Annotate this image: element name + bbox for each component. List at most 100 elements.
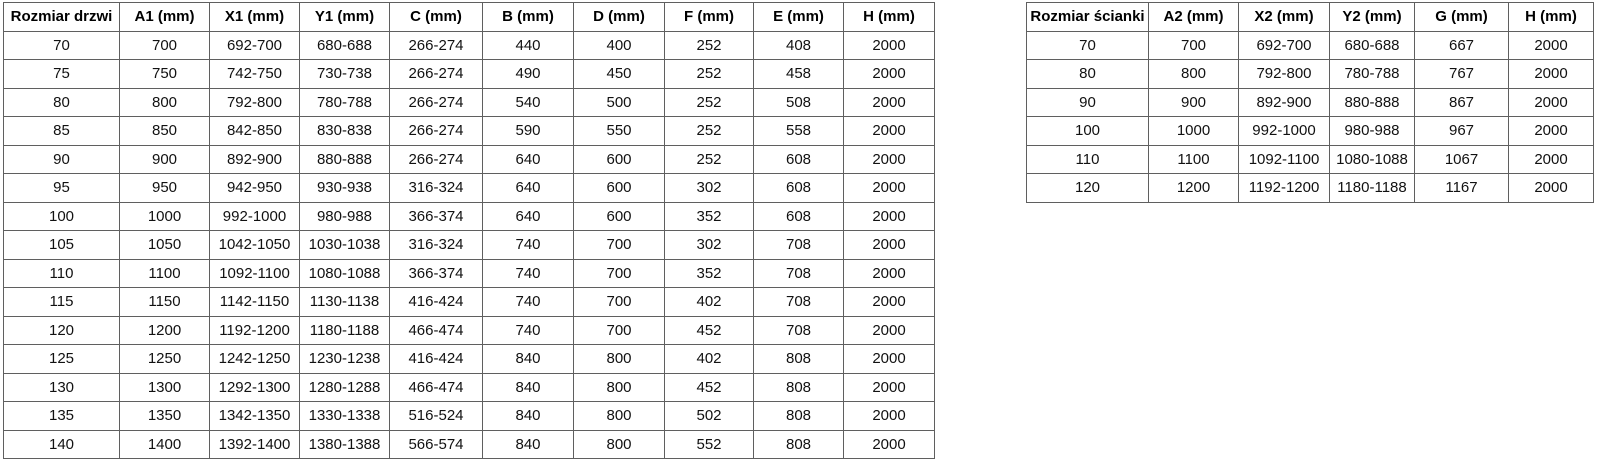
table-cell: 808 bbox=[753, 401, 844, 431]
table-cell: 140 bbox=[3, 429, 120, 459]
table-cell: 640 bbox=[482, 173, 574, 203]
table-cell: 840 bbox=[482, 429, 574, 459]
table-cell: 252 bbox=[664, 144, 754, 174]
table-cell: 850 bbox=[119, 116, 210, 146]
table-cell: 352 bbox=[664, 201, 754, 231]
table-cell: 1392-1400 bbox=[209, 429, 300, 459]
column-header: A2 (mm) bbox=[1148, 2, 1239, 32]
table-cell: 600 bbox=[573, 144, 665, 174]
table-cell: 130 bbox=[3, 372, 120, 402]
table-cell: 708 bbox=[753, 230, 844, 260]
table-cell: 808 bbox=[753, 344, 844, 374]
table-cell: 1167 bbox=[1414, 173, 1509, 203]
table-cell: 1280-1288 bbox=[299, 372, 390, 402]
table-cell: 302 bbox=[664, 173, 754, 203]
table-cell: 708 bbox=[753, 287, 844, 317]
column-header: E (mm) bbox=[753, 2, 844, 32]
table-cell: 540 bbox=[482, 87, 574, 117]
column-header: C (mm) bbox=[389, 2, 483, 32]
table-cell: 2000 bbox=[843, 59, 935, 89]
header-row: Rozmiar drzwi A1 (mm) X1 (mm) Y1 (mm) C (mm)… bbox=[3, 2, 935, 32]
table-cell: 1342-1350 bbox=[209, 401, 300, 431]
table-cell: 800 bbox=[119, 87, 210, 117]
table-cell: 1100 bbox=[119, 258, 210, 288]
table-cell: 700 bbox=[573, 315, 665, 345]
table-cell: 700 bbox=[119, 30, 210, 60]
column-header: B (mm) bbox=[482, 2, 574, 32]
table-cell: 692-700 bbox=[1238, 30, 1330, 60]
table-row: 80 800 792-800 780-788 266-274 540 500 252 508 20… bbox=[3, 87, 935, 117]
table-cell: 566-574 bbox=[389, 429, 483, 459]
table-cell: 742-750 bbox=[209, 59, 300, 89]
table-cell: 942-950 bbox=[209, 173, 300, 203]
table-cell: 402 bbox=[664, 344, 754, 374]
table-cell: 808 bbox=[753, 372, 844, 402]
table-cell: 1230-1238 bbox=[299, 344, 390, 374]
table-cell: 90 bbox=[1026, 87, 1149, 117]
table-cell: 95 bbox=[3, 173, 120, 203]
table-cell: 1000 bbox=[119, 201, 210, 231]
table-cell: 440 bbox=[482, 30, 574, 60]
table-cell: 700 bbox=[573, 287, 665, 317]
table-cell: 1000 bbox=[1148, 116, 1239, 146]
table-cell: 880-888 bbox=[299, 144, 390, 174]
table-cell: 892-900 bbox=[209, 144, 300, 174]
table-cell: 730-738 bbox=[299, 59, 390, 89]
table-cell: 880-888 bbox=[1329, 87, 1415, 117]
table-cell: 458 bbox=[753, 59, 844, 89]
table-cell: 708 bbox=[753, 258, 844, 288]
table-cell: 75 bbox=[3, 59, 120, 89]
table-cell: 900 bbox=[119, 144, 210, 174]
table-cell: 450 bbox=[573, 59, 665, 89]
table-cell: 800 bbox=[1148, 59, 1239, 89]
table-cell: 2000 bbox=[1508, 30, 1594, 60]
wall-sizes-table: Rozmiar ścianki A2 (mm) X2 (mm) Y2 (mm) G (m… bbox=[1026, 2, 1594, 203]
table-row: 90 900 892-900 880-888 266-274 640 600 252 608 20… bbox=[3, 144, 935, 174]
table-cell: 266-274 bbox=[389, 144, 483, 174]
table-cell: 252 bbox=[664, 59, 754, 89]
table-cell: 2000 bbox=[843, 230, 935, 260]
table-cell: 750 bbox=[119, 59, 210, 89]
table-cell: 2000 bbox=[843, 87, 935, 117]
table-cell: 135 bbox=[3, 401, 120, 431]
table-cell: 1100 bbox=[1148, 144, 1239, 174]
table-cell: 452 bbox=[664, 372, 754, 402]
table-cell: 552 bbox=[664, 429, 754, 459]
table-cell: 842-850 bbox=[209, 116, 300, 146]
column-header: Y1 (mm) bbox=[299, 2, 390, 32]
table-cell: 800 bbox=[573, 372, 665, 402]
table-cell: 800 bbox=[573, 344, 665, 374]
table-cell: 302 bbox=[664, 230, 754, 260]
table-row: 90 900 892-900 880-888 867 2000 bbox=[1026, 87, 1594, 117]
table-cell: 2000 bbox=[1508, 59, 1594, 89]
table-row: 135 1350 1342-1350 1330-1338 516-524 840 800 50… bbox=[3, 401, 935, 431]
table-cell: 2000 bbox=[1508, 144, 1594, 174]
table-cell: 608 bbox=[753, 144, 844, 174]
table-cell: 490 bbox=[482, 59, 574, 89]
table-row: 85 850 842-850 830-838 266-274 590 550 252 558 20… bbox=[3, 116, 935, 146]
table-row: 105 1050 1042-1050 1030-1038 316-324 740 700 30… bbox=[3, 230, 935, 260]
table-row: 100 1000 992-1000 980-988 366-374 640 600 352 60… bbox=[3, 201, 935, 231]
table-cell: 950 bbox=[119, 173, 210, 203]
table-row: 100 1000 992-1000 980-988 967 2000 bbox=[1026, 116, 1594, 146]
table-cell: 502 bbox=[664, 401, 754, 431]
table-cell: 700 bbox=[1148, 30, 1239, 60]
table-cell: 80 bbox=[1026, 59, 1149, 89]
table-cell: 1300 bbox=[119, 372, 210, 402]
column-header: G (mm) bbox=[1414, 2, 1509, 32]
table-cell: 2000 bbox=[1508, 87, 1594, 117]
table-cell: 608 bbox=[753, 201, 844, 231]
table-cell: 667 bbox=[1414, 30, 1509, 60]
table-cell: 1180-1188 bbox=[299, 315, 390, 345]
table-cell: 2000 bbox=[843, 287, 935, 317]
column-header: A1 (mm) bbox=[119, 2, 210, 32]
table-cell: 1200 bbox=[1148, 173, 1239, 203]
table-cell: 1292-1300 bbox=[209, 372, 300, 402]
table-cell: 1400 bbox=[119, 429, 210, 459]
table-cell: 316-324 bbox=[389, 230, 483, 260]
table-cell: 992-1000 bbox=[1238, 116, 1330, 146]
table-cell: 120 bbox=[1026, 173, 1149, 203]
table-cell: 402 bbox=[664, 287, 754, 317]
table-cell: 100 bbox=[3, 201, 120, 231]
